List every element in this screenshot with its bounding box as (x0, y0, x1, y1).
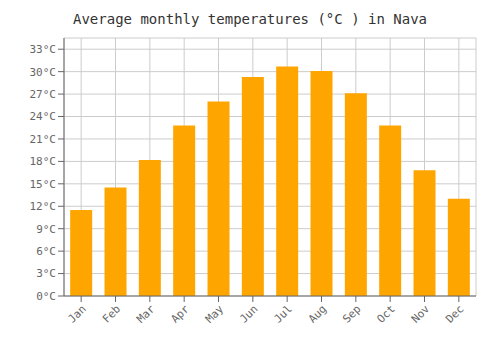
svg-text:Jan: Jan (66, 302, 89, 325)
svg-text:Nov: Nov (409, 302, 433, 326)
svg-text:Mar: Mar (134, 302, 158, 326)
svg-text:Aug: Aug (306, 302, 329, 325)
svg-text:6°C: 6°C (36, 245, 56, 258)
svg-text:0°C: 0°C (36, 290, 56, 303)
svg-text:Sep: Sep (340, 302, 363, 325)
svg-text:18°C: 18°C (30, 155, 57, 168)
svg-text:30°C: 30°C (30, 66, 57, 79)
svg-text:Dec: Dec (443, 302, 466, 325)
svg-text:May: May (203, 302, 227, 326)
svg-text:3°C: 3°C (36, 267, 56, 280)
html-text:Average monthly temperatures (: Average monthly temperatures (°C ) in Na… (73, 11, 427, 27)
svg-text:Jul: Jul (272, 302, 295, 325)
svg-text:24°C: 24°C (30, 110, 57, 123)
svg-text:9°C: 9°C (36, 223, 56, 236)
svg-text:Apr: Apr (169, 302, 193, 326)
svg-text:Feb: Feb (100, 302, 123, 325)
svg-text:15°C: 15°C (30, 178, 57, 191)
svg-text:12°C: 12°C (30, 200, 57, 213)
svg-text:Oct: Oct (375, 302, 398, 325)
svg-text:Jun: Jun (237, 302, 260, 325)
svg-text:33°C: 33°C (30, 43, 57, 56)
svg-text:21°C: 21°C (30, 133, 57, 146)
svg-text:27°C: 27°C (30, 88, 57, 101)
